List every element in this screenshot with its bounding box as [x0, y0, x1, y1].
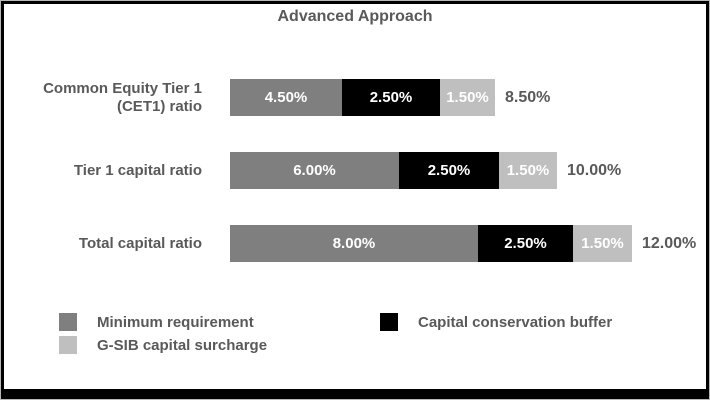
bar-segment-gsib-surcharge: 1.50%	[440, 79, 495, 116]
category-label-cet1: Common Equity Tier 1 (CET1) ratio	[43, 79, 202, 115]
legend-swatch-gsib-surcharge	[59, 336, 77, 354]
category-label-total-capital: Total capital ratio	[78, 234, 202, 252]
bar-segment-conservation-buffer: 2.50%	[478, 225, 573, 262]
legend-item-label: Minimum requirement	[97, 313, 254, 331]
segment-value-label: 6.00%	[293, 162, 336, 179]
segment-value-label: 1.50%	[446, 89, 489, 106]
segment-value-label: 2.50%	[369, 89, 413, 106]
legend-item-label: G-SIB capital surcharge	[97, 336, 268, 354]
bar-segment-conservation-buffer: 2.50%	[342, 79, 440, 116]
bar-segment-gsib-surcharge: 1.50%	[499, 152, 557, 189]
stacked-bar-total-capital: 8.00% 2.50% 1.50%	[230, 225, 632, 262]
category-label-tier1: Tier 1 capital ratio	[73, 161, 202, 179]
bar-segment-minimum-requirement: 4.50%	[230, 79, 342, 116]
segment-value-label: 1.50%	[506, 162, 550, 179]
legend-item-gsib-surcharge: G-SIB capital surcharge	[59, 336, 267, 354]
legend-item-label: Capital conservation buffer	[418, 313, 613, 331]
total-value-label: 12.00%	[642, 234, 697, 252]
bar-row-total-capital: Total capital ratio 8.00% 2.50% 1.50% 12…	[10, 225, 696, 262]
bar-segment-minimum-requirement: 8.00%	[230, 225, 478, 262]
bar-row-tier1: Tier 1 capital ratio 6.00% 2.50% 1.50% 1…	[10, 152, 621, 189]
total-value-label: 8.50%	[505, 88, 551, 106]
segment-value-label: 1.50%	[581, 235, 624, 252]
legend-item-conservation-buffer: Capital conservation buffer	[380, 313, 612, 331]
legend-swatch-minimum-requirement	[59, 313, 77, 331]
stacked-bar-cet1: 4.50% 2.50% 1.50%	[230, 79, 495, 116]
stacked-bar-tier1: 6.00% 2.50% 1.50%	[230, 152, 557, 189]
bar-segment-minimum-requirement: 6.00%	[230, 152, 399, 189]
segment-value-label: 2.50%	[427, 162, 471, 179]
segment-value-label: 4.50%	[264, 89, 308, 106]
segment-value-label: 8.00%	[332, 235, 376, 252]
chart-title: Advanced Approach	[277, 8, 433, 25]
bar-row-cet1: Common Equity Tier 1 (CET1) ratio 4.50% …	[10, 79, 550, 116]
segment-value-label: 2.50%	[504, 235, 547, 252]
total-value-label: 10.00%	[567, 161, 622, 179]
legend-swatch-conservation-buffer	[380, 313, 398, 331]
legend-item-minimum-requirement: Minimum requirement	[59, 313, 254, 331]
bar-segment-conservation-buffer: 2.50%	[399, 152, 499, 189]
bar-segment-gsib-surcharge: 1.50%	[573, 225, 632, 262]
